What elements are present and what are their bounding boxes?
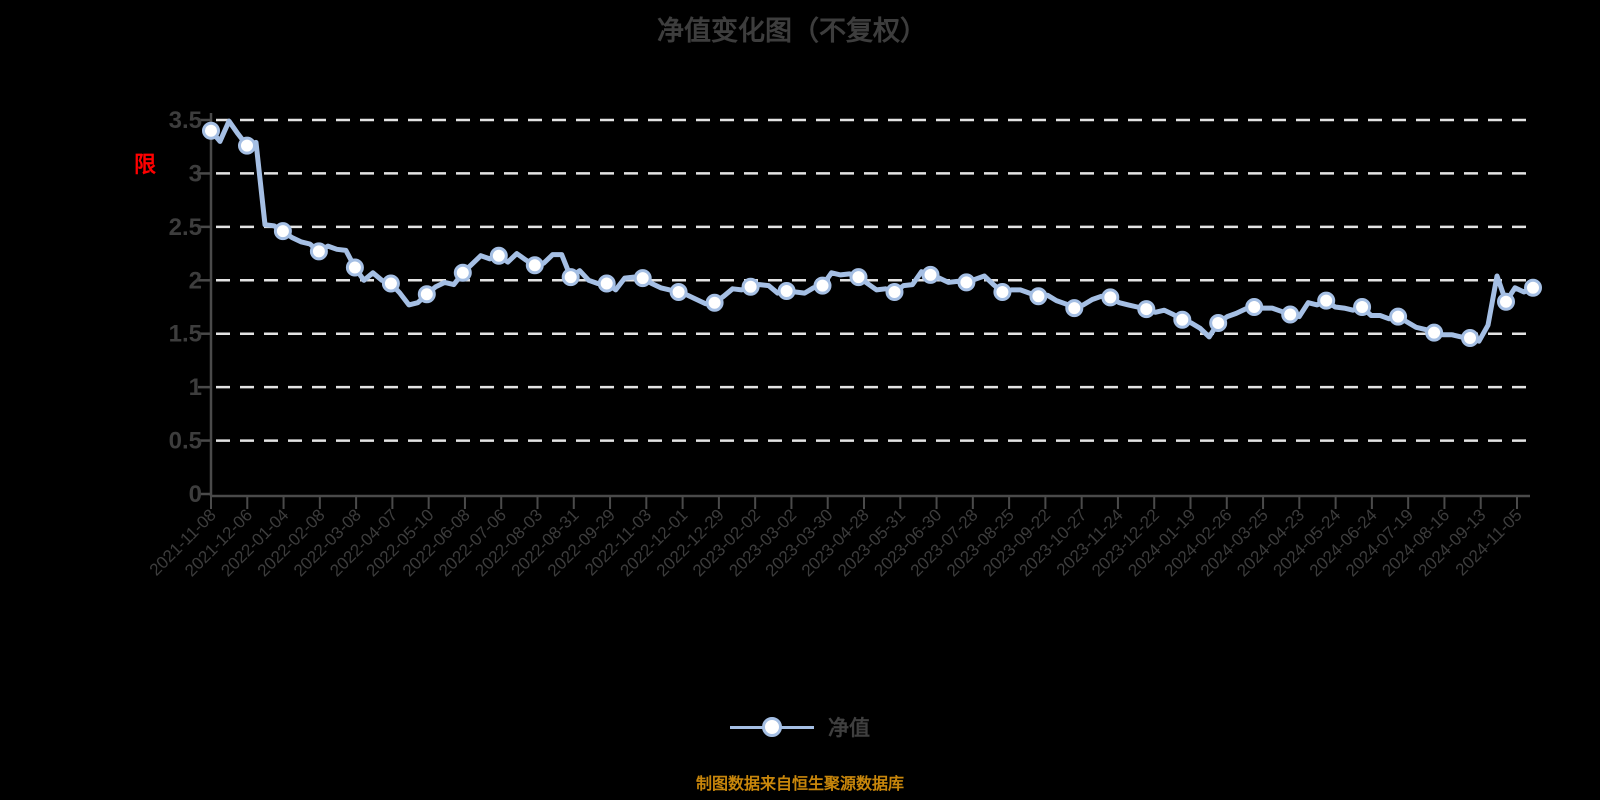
purchase-restricted-badge: 限 <box>134 152 156 177</box>
legend-circle-marker-icon <box>762 717 782 737</box>
net-value-chart: 净值变化图（不复权） 限 3.5 3 2.5 2 1.5 1 0.5 0 2021-11-08… <box>134 15 1542 580</box>
net-value-markers <box>202 121 1542 347</box>
svg-text:3: 3 <box>189 160 202 187</box>
svg-text:2.5: 2.5 <box>169 214 202 241</box>
y-axis-labels: 3.5 3 2.5 2 1.5 1 0.5 0 <box>169 107 202 508</box>
legend-label-net-value[interactable]: 净值 <box>828 717 870 740</box>
svg-text:0.5: 0.5 <box>169 428 202 455</box>
svg-text:2: 2 <box>189 267 202 294</box>
gridlines <box>216 118 1530 442</box>
svg-text:1.5: 1.5 <box>169 321 202 348</box>
legend[interactable]: 净值 <box>0 712 1600 742</box>
legend-marker-net-value[interactable] <box>730 717 814 737</box>
data-source-note: 制图数据来自恒生聚源数据库 <box>695 776 904 793</box>
svg-text:0: 0 <box>189 481 202 508</box>
axes <box>198 113 1530 509</box>
net-value-line <box>208 118 1536 344</box>
chart-title: 净值变化图（不复权） <box>657 15 927 46</box>
x-axis-labels: 2021-11-082021-12-062022-01-042022-02-08… <box>146 505 1526 580</box>
svg-text:3.5: 3.5 <box>169 107 202 134</box>
svg-text:1: 1 <box>189 374 202 401</box>
